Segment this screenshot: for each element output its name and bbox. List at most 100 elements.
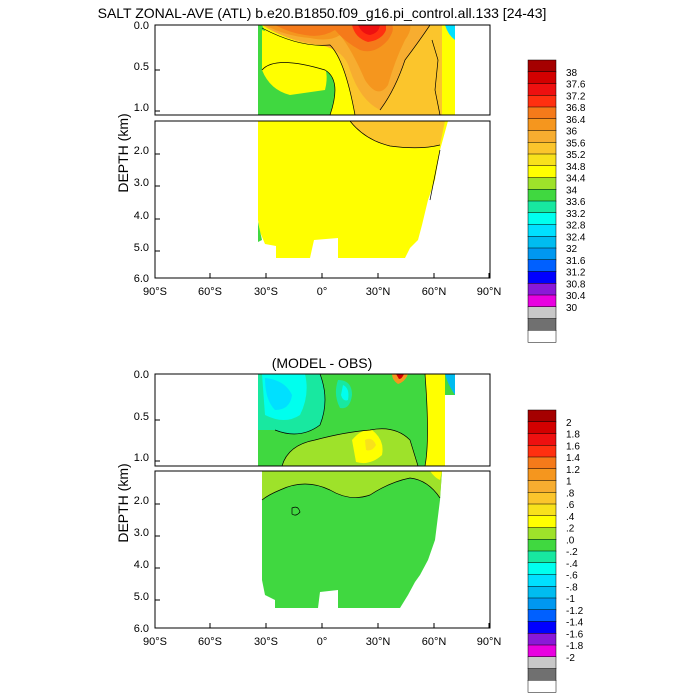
colorbar-swatch bbox=[527, 445, 557, 458]
colorbar-label: 37.6 bbox=[566, 80, 586, 91]
colorbar-label: 32.4 bbox=[566, 232, 586, 243]
colorbar-swatch bbox=[527, 409, 557, 423]
colorbar-swatch bbox=[527, 294, 557, 308]
difference-xtick: 60°N bbox=[422, 636, 447, 648]
colorbar-swatch bbox=[527, 177, 557, 190]
salinity-deep-green-edge bbox=[258, 222, 262, 242]
salinity-ytick-1-0: 1.0 bbox=[134, 102, 149, 114]
colorbar-swatch bbox=[527, 330, 557, 343]
colorbar-label: .8 bbox=[566, 488, 575, 499]
diff-region-0-2-0-4 bbox=[282, 428, 418, 466]
salinity-upper-field bbox=[258, 25, 455, 115]
difference-panel-title: (MODEL - OBS) bbox=[272, 355, 373, 371]
salinity-xticks: 90°S 60°S 30°S 0° 30°N 60°N 90°N bbox=[143, 286, 501, 298]
diff-region-north-peak bbox=[392, 374, 408, 384]
diff-region-arctic-edge bbox=[445, 374, 455, 395]
colorbar-swatch bbox=[527, 539, 557, 552]
salinity-ytick-0-5: 0.5 bbox=[134, 61, 149, 73]
salinity-yticks-upper: 0.0 0.5 1.0 bbox=[134, 20, 149, 114]
diff-region-north-peak-core bbox=[396, 374, 404, 379]
salinity-ytick-6-0: 6.0 bbox=[134, 273, 149, 285]
difference-tick-marks bbox=[154, 373, 490, 628]
salinity-xtick: 0° bbox=[317, 286, 328, 298]
colorbar-label: 36.8 bbox=[566, 103, 586, 114]
diff-region-neg-0-6 bbox=[265, 378, 292, 410]
colorbar-swatch bbox=[527, 212, 557, 226]
colorbar-label: 32 bbox=[566, 244, 578, 255]
colorbar-swatch bbox=[527, 283, 557, 296]
salinity-tick-marks bbox=[154, 24, 490, 278]
salinity-xtick: 30°N bbox=[366, 286, 391, 298]
colorbar-label: 32.8 bbox=[566, 221, 586, 232]
difference-lower-field bbox=[261, 471, 442, 608]
difference-xticks: 90°S 60°S 30°S 0° 30°N 60°N 90°N bbox=[143, 636, 501, 648]
colorbar-swatch bbox=[527, 574, 557, 587]
colorbar-label: 35.2 bbox=[566, 150, 586, 161]
difference-xtick: 30°S bbox=[254, 636, 278, 648]
colorbar-swatch bbox=[527, 656, 557, 670]
colorbar-swatch bbox=[527, 503, 557, 517]
colorbar-swatch bbox=[527, 59, 557, 73]
salinity-deep-orange bbox=[350, 121, 445, 148]
colorbar-swatch bbox=[527, 200, 557, 214]
colorbar-label: 1 bbox=[566, 477, 572, 488]
salinity-ytick-5-0: 5.0 bbox=[134, 242, 149, 254]
colorbar-swatch bbox=[527, 597, 557, 611]
colorbar-label: 37.2 bbox=[566, 91, 586, 102]
diff-contour-upper bbox=[274, 374, 428, 466]
salinity-contour-lower bbox=[349, 121, 441, 201]
colorbar-label: 31.2 bbox=[566, 268, 586, 279]
colorbar-label: -1.8 bbox=[566, 641, 584, 652]
colorbar-label: 36.4 bbox=[566, 115, 586, 126]
colorbar-swatch bbox=[527, 236, 557, 249]
salinity-xtick: 60°S bbox=[198, 286, 222, 298]
colorbar-label: 34.4 bbox=[566, 174, 586, 185]
colorbar-swatch bbox=[527, 106, 557, 120]
colorbar-swatch bbox=[527, 153, 557, 167]
colorbar-label: -1.6 bbox=[566, 629, 584, 640]
colorbar-label: 34.8 bbox=[566, 162, 586, 173]
difference-xtick: 30°N bbox=[366, 636, 391, 648]
colorbar-swatch bbox=[527, 468, 557, 482]
colorbar-swatch bbox=[527, 71, 557, 85]
difference-ytick-1-0: 1.0 bbox=[134, 452, 149, 464]
colorbar-label: 30.8 bbox=[566, 279, 586, 290]
colorbar-swatch bbox=[527, 95, 557, 108]
salinity-ytick-0-0: 0.0 bbox=[134, 20, 149, 32]
colorbar-swatch bbox=[527, 680, 557, 693]
difference-ytick-5-0: 5.0 bbox=[134, 591, 149, 603]
colorbar-swatch bbox=[527, 142, 557, 155]
colorbar-label: .0 bbox=[566, 535, 575, 546]
colorbar-label: 31.6 bbox=[566, 256, 586, 267]
difference-ytick-4-0: 4.0 bbox=[134, 559, 149, 571]
colorbar-swatch bbox=[527, 668, 557, 681]
salinity-deep-yellow bbox=[258, 121, 448, 258]
colorbar-label: 30 bbox=[566, 303, 578, 314]
diff-region-neg-small-2 bbox=[341, 385, 349, 401]
difference-colorbar: 21.81.61.41.21.8.6.4.2.0-.2-.4-.6-.8-1-1… bbox=[527, 409, 584, 693]
colorbar-swatch bbox=[527, 224, 557, 237]
colorbar-swatch bbox=[527, 562, 557, 576]
salinity-ytick-3-0: 3.0 bbox=[134, 177, 149, 189]
difference-xtick: 90°N bbox=[477, 636, 502, 648]
salinity-panel: SALT ZONAL-AVE (ATL) b.e20.B1850.f09_g16… bbox=[98, 5, 586, 343]
salinity-ytick-2-0: 2.0 bbox=[134, 145, 149, 157]
salinity-ylabel: DEPTH (km) bbox=[115, 113, 131, 192]
colorbar-swatch bbox=[527, 83, 557, 96]
colorbar-label: 33.2 bbox=[566, 209, 586, 220]
salinity-xtick: 60°N bbox=[422, 286, 447, 298]
colorbar-swatch bbox=[527, 609, 557, 623]
salinity-xtick: 90°S bbox=[143, 286, 167, 298]
salinity-region-34-8-35-2-inner bbox=[262, 30, 327, 95]
salinity-ytick-4-0: 4.0 bbox=[134, 210, 149, 222]
salinity-contour-upper bbox=[261, 25, 441, 115]
colorbar-swatch bbox=[527, 586, 557, 599]
difference-ytick-6-0: 6.0 bbox=[134, 623, 149, 635]
salinity-xtick: 90°N bbox=[477, 286, 502, 298]
colorbar-label: -1 bbox=[566, 594, 575, 605]
colorbar-label: -2 bbox=[566, 653, 575, 664]
salinity-colorbar: 3837.637.236.836.43635.635.234.834.43433… bbox=[527, 59, 586, 343]
difference-ylabel: DEPTH (km) bbox=[115, 463, 131, 542]
colorbar-swatch bbox=[527, 492, 557, 505]
